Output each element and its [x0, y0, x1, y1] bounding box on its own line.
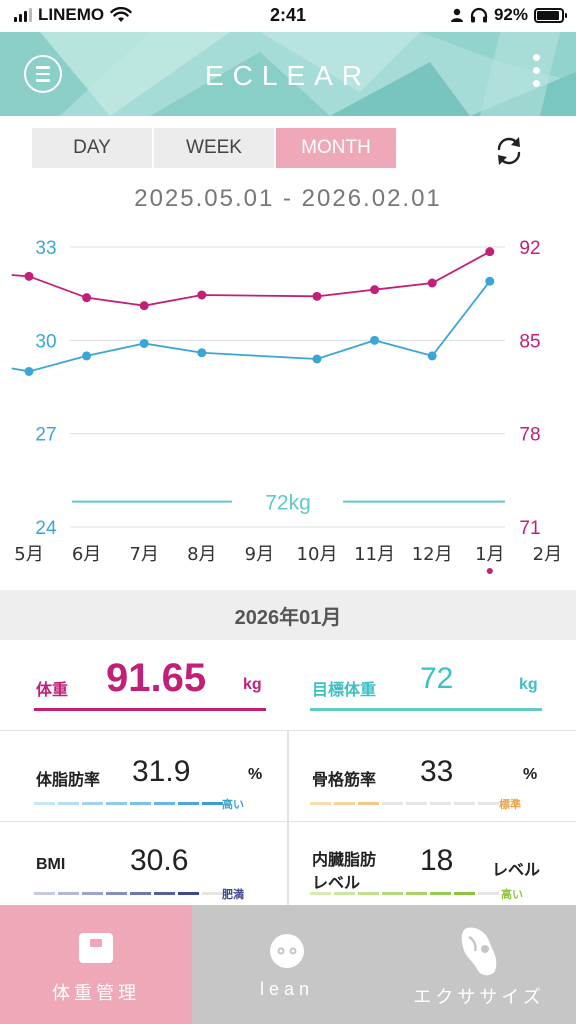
battery-icon: [534, 7, 567, 23]
carrier-label: LINEMO: [38, 5, 105, 24]
x-axis-label: 9月: [245, 544, 274, 565]
status-right: 92%: [450, 5, 567, 25]
x-axis-label: 7月: [129, 544, 158, 565]
x-axis-label: 2月: [533, 544, 562, 565]
visceral-scale: [310, 892, 499, 895]
left-axis-tick: 27: [35, 425, 56, 446]
bottom-navigation: 体重管理 lean エクササイズ: [0, 905, 576, 1024]
visceral-label-2: レベル: [312, 875, 361, 892]
nav-lean[interactable]: lean: [192, 905, 382, 1024]
weight-unit: kg: [243, 676, 262, 693]
x-axis-label: 6月: [72, 544, 101, 565]
signal-icon: [14, 8, 32, 22]
tab-week[interactable]: WEEK: [154, 128, 274, 168]
stats-divider: [287, 731, 289, 905]
data-point: [197, 348, 207, 358]
target-label: 目標体重: [312, 682, 377, 699]
status-left: LINEMO: [14, 5, 132, 25]
right-axis-tick: 92: [519, 238, 540, 259]
fat-level: 高い: [222, 799, 244, 811]
nav-exercise[interactable]: エクササイズ: [382, 905, 576, 1024]
right-axis-tick: 78: [519, 425, 540, 446]
weight-value: 91.65: [106, 656, 207, 700]
exercise-hand-icon: [461, 927, 497, 976]
bmi-level: 肥満: [222, 889, 244, 901]
data-point: [24, 366, 34, 376]
visceral-label-1: 内臓脂肪: [312, 852, 377, 869]
fat-unit: %: [248, 766, 263, 783]
date-range: 2025.05.01 - 2026.02.01: [134, 185, 442, 212]
status-bar: LINEMO 2:41 92%: [0, 0, 576, 32]
target-value: 72: [420, 662, 454, 695]
data-point: [312, 354, 322, 364]
muscle-label: 骨格筋率: [312, 772, 377, 789]
battery-percent: 92%: [493, 5, 528, 24]
target-unit: kg: [519, 676, 538, 693]
data-point: [139, 301, 149, 311]
data-point: [370, 285, 380, 295]
nav-weight-label: 体重管理: [52, 983, 140, 1003]
tab-month[interactable]: MONTH: [276, 128, 396, 168]
data-point: [197, 290, 207, 300]
weight-chart[interactable]: 33 92 30 85 27 78 24 71 72kg 5月 6月 7月 8月 9月 10月 11月 12月 1…: [0, 226, 576, 581]
person-icon: [450, 8, 463, 22]
x-axis-label: 11月: [354, 544, 395, 565]
headphones-icon: [470, 7, 488, 23]
left-axis-tick: 30: [35, 331, 56, 352]
stats-row-weight: [0, 640, 576, 731]
data-point: [485, 276, 495, 286]
right-axis-tick: 85: [519, 331, 540, 352]
visceral-level: 高い: [501, 889, 523, 901]
target-line-label: 72kg: [265, 492, 311, 515]
weight-underline: [34, 708, 266, 711]
muscle-scale: [310, 802, 499, 805]
nav-lean-label: lean: [259, 979, 315, 999]
bmi-scale: [34, 892, 223, 895]
data-point: [370, 335, 380, 345]
data-point: [427, 278, 437, 288]
more-options-button[interactable]: [533, 54, 540, 87]
right-axis-tick: 71: [519, 518, 540, 539]
lean-face-icon: [270, 934, 304, 968]
fat-value: 31.9: [132, 755, 191, 788]
data-point: [485, 247, 495, 257]
x-axis-label: 10月: [297, 544, 338, 565]
period-tabs: DAY WEEK MONTH: [32, 128, 396, 168]
weight-label: 体重: [36, 682, 69, 699]
muscle-unit: %: [523, 766, 538, 783]
scale-icon: [79, 933, 113, 963]
muscle-value: 33: [420, 755, 454, 788]
x-axis-label: 1月: [475, 544, 504, 565]
data-point: [427, 351, 437, 361]
bmi-label: BMI: [36, 856, 66, 873]
target-underline: [310, 708, 542, 711]
data-point: [312, 291, 322, 301]
refresh-icon[interactable]: [490, 132, 528, 170]
nav-exercise-label: エクササイズ: [413, 987, 545, 1007]
x-axis-label: 5月: [14, 544, 43, 565]
left-axis-tick: 33: [35, 238, 56, 259]
fat-label: 体脂肪率: [36, 772, 101, 789]
data-point: [24, 271, 34, 281]
wifi-icon: [110, 7, 132, 22]
app-header: ECLEAR: [0, 32, 576, 116]
nav-weight-management[interactable]: 体重管理: [0, 905, 192, 1024]
data-point: [139, 338, 149, 348]
data-point: [82, 351, 92, 361]
fat-scale: [34, 802, 223, 805]
visceral-value: 18: [420, 844, 454, 877]
selected-month-marker: [486, 568, 493, 574]
muscle-level: 標準: [499, 799, 521, 811]
menu-button[interactable]: [24, 55, 62, 93]
visceral-unit: レベル: [492, 862, 541, 879]
app-logo: ECLEAR: [204, 60, 372, 91]
x-axis-label: 8月: [187, 544, 216, 565]
selected-month: 2026年01月: [0, 590, 576, 640]
x-axis-label: 12月: [412, 544, 453, 565]
left-axis-tick: 24: [35, 518, 57, 539]
clock: 2:41: [269, 5, 307, 25]
tab-day[interactable]: DAY: [32, 128, 152, 168]
bmi-value: 30.6: [130, 844, 189, 877]
data-point: [82, 293, 92, 303]
